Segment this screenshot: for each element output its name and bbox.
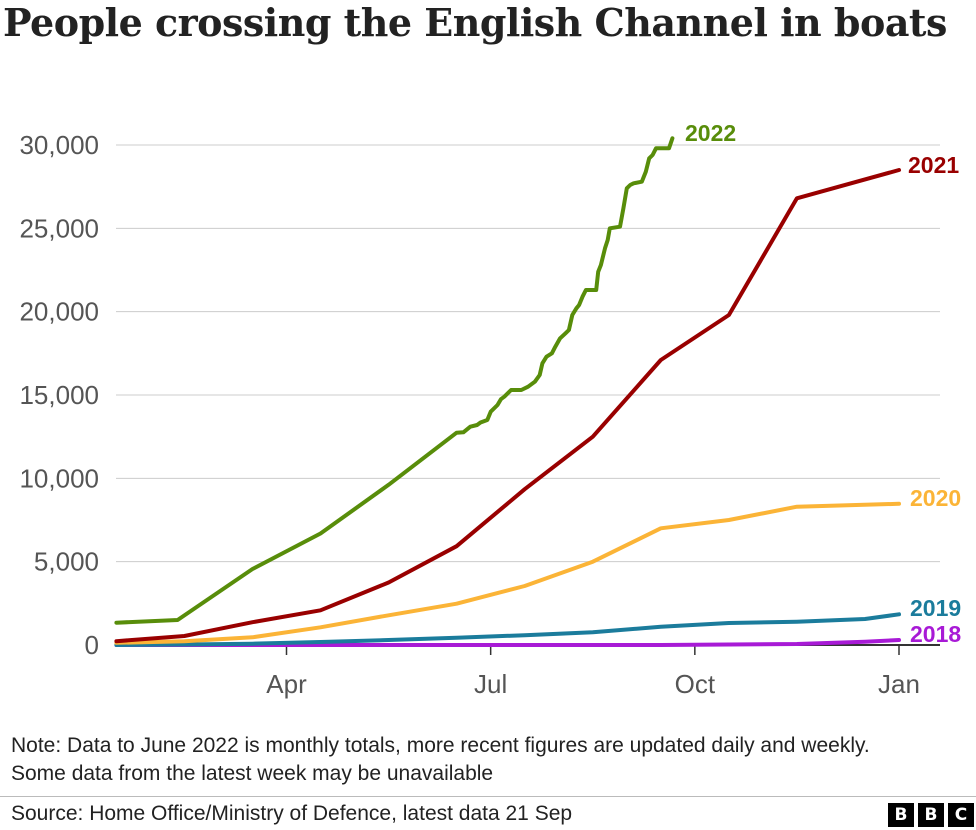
y-tick-label: 15,000 <box>19 380 99 410</box>
series-label-2020: 2020 <box>910 485 961 511</box>
bbc-logo: B B C <box>888 803 974 827</box>
line-chart: 0 5,000 10,000 15,000 20,000 25,000 30,000 Apr… <box>19 120 961 699</box>
series-line-2021 <box>114 168 901 644</box>
series-label-2022: 2022 <box>685 120 736 146</box>
x-tick-label: Jul <box>474 669 507 699</box>
bbc-logo-letter: B <box>888 803 914 827</box>
y-tick-label: 0 <box>85 630 99 660</box>
y-tick-label: 5,000 <box>34 547 99 577</box>
x-tick-label: Apr <box>266 669 307 699</box>
series-label-2018: 2018 <box>910 621 961 647</box>
x-axis: Apr Jul Oct Jan <box>116 644 940 699</box>
y-tick-label: 20,000 <box>19 297 99 327</box>
series-line-2020 <box>114 501 901 645</box>
chart-note: Note: Data to June 2022 is monthly total… <box>11 734 870 785</box>
series-line-2022 <box>114 136 675 625</box>
bbc-logo-letter: C <box>948 803 974 827</box>
series-line-2019 <box>114 612 901 647</box>
y-axis-tick-labels: 0 5,000 10,000 15,000 20,000 25,000 30,000 <box>19 130 99 660</box>
bbc-logo-letter: B <box>918 803 944 827</box>
gridlines <box>116 144 940 563</box>
x-tick-label: Oct <box>675 669 716 699</box>
source-divider <box>0 796 976 797</box>
y-tick-label: 30,000 <box>19 130 99 160</box>
chart-title: People crossing the English Channel in b… <box>3 0 947 45</box>
series-lines <box>114 136 901 647</box>
chart-source: Source: Home Office/Ministry of Defence,… <box>11 802 573 825</box>
y-tick-label: 25,000 <box>19 213 99 243</box>
series-label-2021: 2021 <box>908 152 959 178</box>
x-tick-label: Jan <box>878 669 920 699</box>
y-tick-label: 10,000 <box>19 463 99 493</box>
series-label-2019: 2019 <box>910 595 961 621</box>
